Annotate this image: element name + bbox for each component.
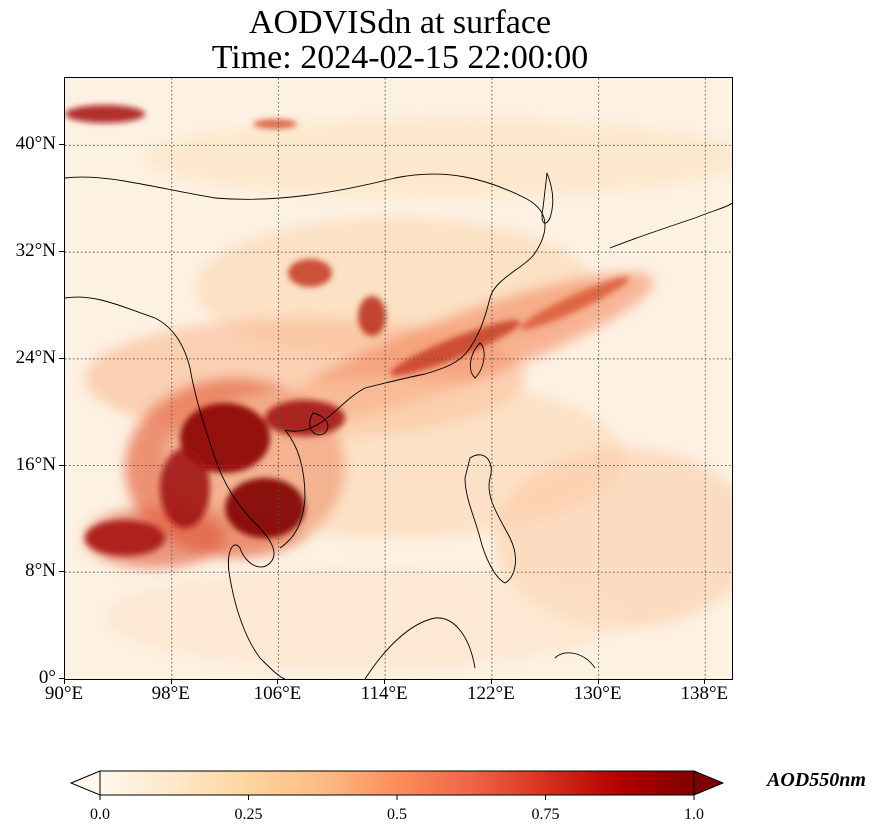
colorbar-tick-label: 0.25 (234, 806, 263, 823)
colorbar-ticks (99, 795, 695, 800)
lon-tick-mark (170, 679, 172, 684)
hotspot-sichuan (288, 259, 332, 287)
colorbar-extend-low (69, 770, 101, 796)
colorbar-tick-label: 0.5 (387, 806, 407, 823)
hotspot-myanmar (160, 448, 210, 528)
plume-equatorial (105, 568, 625, 668)
coast-taiwan (469, 342, 485, 379)
hotspot-east-sea (520, 276, 630, 330)
hotspot-gulf-tonkin (265, 400, 345, 436)
lat-tick-mark (59, 571, 64, 573)
hotspot-taklamakan (65, 105, 145, 123)
coast-vietnam (279, 429, 306, 549)
lon-tick-mark (277, 679, 279, 684)
lon-tick-label: 98°E (151, 683, 190, 704)
lat-tick-mark (59, 357, 64, 359)
map-panel (64, 77, 733, 680)
coastlines (65, 172, 732, 679)
lon-tick-mark (490, 679, 492, 684)
lat-tick-label: 8°N (25, 560, 56, 582)
graticule (65, 78, 732, 679)
colorbar (69, 770, 725, 800)
lon-tick-mark (704, 679, 706, 684)
lat-tick-label: 24°N (15, 346, 56, 368)
colorbar-gradient (99, 770, 695, 796)
hotspot-hunan (358, 296, 386, 336)
lat-tick-mark (59, 464, 64, 466)
coast-borneo (364, 617, 476, 679)
plume-north (145, 118, 732, 198)
colorbar-tick-label: 1.0 (684, 806, 704, 823)
lon-tick-mark (384, 679, 386, 684)
lon-tick-label: 122°E (467, 683, 515, 704)
lon-tick-mark (597, 679, 599, 684)
plume-pacific (495, 448, 732, 628)
hotspot-taiwan-strait (389, 320, 521, 376)
lat-tick-mark (59, 251, 64, 253)
lat-tick-label: 16°N (15, 453, 56, 475)
coast-japan (609, 202, 732, 249)
colorbar-tick-label: 0.75 (531, 806, 560, 823)
coast-china (65, 173, 546, 432)
colorbar-title: AOD550nm (767, 769, 866, 791)
coast-philippines (464, 454, 516, 584)
title-time: Time: 2024-02-15 22:00:00 (211, 39, 589, 76)
lat-tick-mark (59, 144, 64, 146)
colorbar-extend-high (693, 770, 725, 796)
lon-tick-label: 106°E (253, 683, 302, 704)
hotspot-andaman-coast (85, 520, 165, 556)
hotspot-mongolia (253, 119, 297, 129)
lat-tick-mark (59, 678, 64, 679)
lon-tick-label: 90°E (44, 683, 84, 704)
title-variable: AODVISdn at surface (248, 4, 552, 41)
lon-tick-label: 130°E (573, 683, 622, 704)
aod-field-map (65, 78, 732, 679)
lat-tick-label: 32°N (15, 240, 56, 262)
lat-tick-label: 40°N (15, 133, 56, 155)
colorbar-tick-label: 0.0 (90, 806, 110, 823)
lon-tick-mark (64, 679, 65, 684)
hotspot-cambodia (225, 478, 305, 538)
lat-tick-label: 0° (38, 667, 56, 688)
lon-tick-label: 138°E (680, 683, 729, 704)
lon-tick-label: 114°E (360, 683, 408, 704)
coast-indochina (65, 296, 286, 679)
coast-hainan (309, 412, 329, 436)
coast-korea (541, 172, 554, 224)
coast-sulawesi (554, 652, 596, 669)
